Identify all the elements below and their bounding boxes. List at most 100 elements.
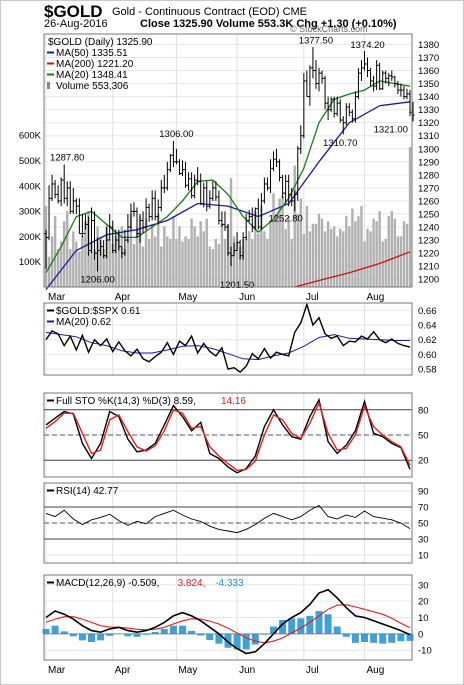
price-ytick-label: 1330 xyxy=(418,105,439,116)
price-annotation: 1201.50 xyxy=(220,280,254,291)
volume-bar xyxy=(354,221,357,287)
macd-histogram-bar xyxy=(324,614,332,634)
ratio-ytick-label: 0.64 xyxy=(418,321,437,332)
ratio-ytick-label: 0.62 xyxy=(418,335,437,346)
volume-bar xyxy=(390,211,393,287)
macd-ytick-label: 10 xyxy=(418,613,429,624)
volume-bar xyxy=(366,228,369,287)
price-xtick-label: Jul xyxy=(306,292,319,303)
ma20-legend-label: MA(20) 1348.41 xyxy=(56,70,128,81)
volume-bar xyxy=(75,241,78,287)
macd-histogram-bar xyxy=(297,618,305,634)
macd-histogram-bar xyxy=(397,633,405,642)
macd-histogram-bar xyxy=(88,633,95,643)
price-ytick-label: 1240 xyxy=(418,223,439,234)
macd-histogram-bar xyxy=(315,610,323,634)
volume-bar xyxy=(281,195,284,287)
volume-tick-label: 200K xyxy=(19,232,42,243)
price-ytick-label: 1200 xyxy=(418,275,439,286)
price-panel xyxy=(43,33,413,288)
price-ytick-label: 1280 xyxy=(418,170,439,181)
macd-histogram-bar xyxy=(224,633,232,648)
volume-bar xyxy=(132,243,136,287)
ratio-ytick-label: 0.66 xyxy=(418,306,437,317)
macd-ytick-label: 0 xyxy=(418,629,423,640)
rsi-line xyxy=(45,504,411,534)
macd-histogram-bar xyxy=(333,626,341,634)
volume-bar xyxy=(342,231,345,287)
volume-legend-label: Volume 553,306 xyxy=(56,81,129,92)
macd-xtick-label: Jun xyxy=(239,665,255,676)
volume-bar xyxy=(138,216,142,287)
volume-bar xyxy=(381,241,384,287)
volume-bar xyxy=(251,238,254,287)
price-ytick-label: 1300 xyxy=(418,144,439,155)
symbol-title: $GOLD xyxy=(44,2,103,21)
volume-bar xyxy=(53,216,57,287)
price-annotation: 1321.00 xyxy=(374,124,408,135)
volume-bar xyxy=(260,206,263,287)
rsi-ytick-label: 70 xyxy=(418,503,429,514)
macd-histogram-bar xyxy=(270,626,277,634)
volume-bar xyxy=(245,238,248,287)
volume-bar xyxy=(393,218,397,287)
volume-bar xyxy=(69,249,72,287)
volume-bar xyxy=(302,233,306,287)
volume-bar xyxy=(293,165,296,287)
quote-stats: Close 1325.90 Volume 553.3K Chg +1.30 (+… xyxy=(140,18,397,30)
macd-histogram-bar xyxy=(60,631,68,634)
volume-bar xyxy=(357,216,360,287)
volume-bar xyxy=(135,228,139,287)
ma200-legend-label: MA(200) 1221.20 xyxy=(56,59,134,70)
price-ytick-label: 1320 xyxy=(418,118,439,129)
volume-bar xyxy=(272,193,275,287)
macd-histogram-bar xyxy=(160,628,168,634)
volume-bar xyxy=(111,243,114,287)
sto_d-legend-label: 14.16 xyxy=(221,396,246,407)
ratio-legend-label: $GOLD:$SPX 0.61 xyxy=(56,306,141,317)
macd-histogram-bar xyxy=(388,633,396,643)
macd-xtick-label: May xyxy=(178,665,197,676)
macd-histogram-bar xyxy=(342,633,350,637)
volume-tick-label: 100K xyxy=(19,257,42,268)
volume-bar xyxy=(311,223,315,287)
macd-histogram-bar xyxy=(151,631,159,634)
volume-bar xyxy=(399,236,403,287)
volume-bar xyxy=(208,246,211,287)
volume-bar xyxy=(372,218,375,287)
ma200-line xyxy=(294,251,411,288)
volume-bar xyxy=(396,236,400,287)
volume-bar xyxy=(263,231,266,287)
macd-histogram-bar xyxy=(197,633,205,636)
volume-bar xyxy=(150,223,154,287)
volume-bar xyxy=(129,213,133,287)
volume-bar xyxy=(211,249,215,287)
volume-bar xyxy=(147,238,151,287)
price-annotation: 1306.00 xyxy=(159,129,193,140)
macd-xtick-label: Aug xyxy=(367,665,385,676)
macd-histogram-bar xyxy=(188,630,196,634)
watermark: © StockCharts.com xyxy=(290,24,368,34)
macd-histogram-bar xyxy=(361,633,368,643)
volume-bar xyxy=(360,206,363,287)
volume-bar xyxy=(72,231,75,287)
sto-ytick-label: 50 xyxy=(418,431,429,442)
price-ytick-label: 1380 xyxy=(418,40,439,51)
macd-histogram-bar xyxy=(206,633,214,641)
volume-bar xyxy=(93,249,96,287)
volume-bar xyxy=(278,198,281,287)
volume-bar xyxy=(205,218,208,287)
macd-histogram-bar xyxy=(42,628,50,634)
macd-histogram-bar xyxy=(233,633,241,650)
volume-bar xyxy=(123,249,127,287)
rsi-legend-label: RSI(14) 42.77 xyxy=(56,486,119,497)
volume-tick-label: 300K xyxy=(19,207,42,218)
volume-bar xyxy=(223,238,227,287)
volume-bar xyxy=(248,231,251,287)
volume-bar xyxy=(323,231,327,287)
volume-bar xyxy=(126,238,130,287)
rsi-ytick-label: 10 xyxy=(418,551,429,562)
volume-bar xyxy=(166,236,169,287)
price-xtick-label: May xyxy=(178,292,197,303)
volume-tick-label: 400K xyxy=(19,181,42,192)
